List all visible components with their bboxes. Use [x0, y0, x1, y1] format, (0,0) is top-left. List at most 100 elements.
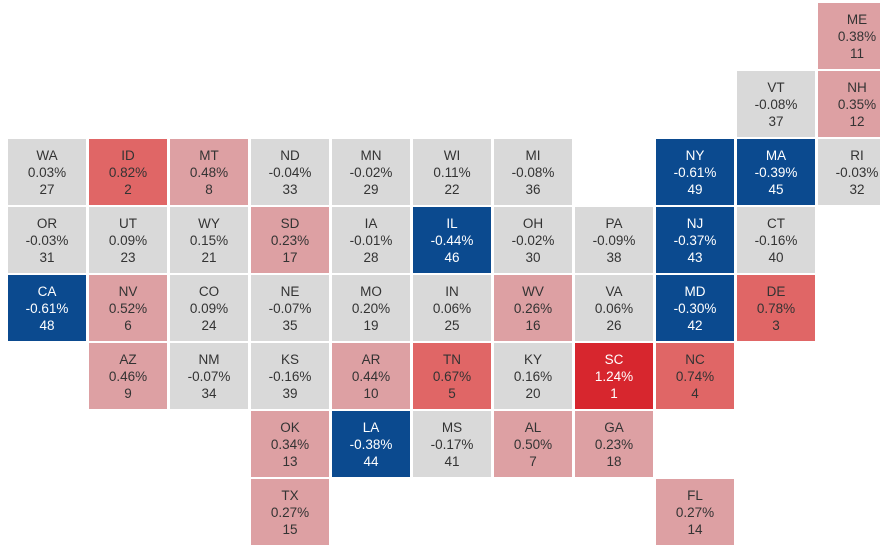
tile-change: 0.35%: [837, 96, 877, 112]
tile-state: KS: [280, 351, 299, 367]
tile-rank: 24: [201, 317, 217, 333]
tile-state: OK: [280, 419, 300, 435]
tile-rank: 27: [39, 181, 55, 197]
tile-change: -0.61%: [673, 164, 717, 180]
tile-rank: 25: [444, 317, 460, 333]
tile-state: SC: [604, 351, 624, 367]
tile-rank: 9: [124, 385, 132, 401]
tile-state: ND: [280, 147, 300, 163]
state-tile: LA -0.38% 44: [332, 411, 410, 477]
state-tile: MT 0.48% 8: [170, 139, 248, 205]
tile-rank: 18: [606, 453, 622, 469]
tile-change: 0.27%: [270, 504, 310, 520]
tile-state: MA: [765, 147, 787, 163]
state-tile: ND -0.04% 33: [251, 139, 329, 205]
tile-state: IA: [364, 215, 378, 231]
state-tile: ID 0.82% 2: [89, 139, 167, 205]
tile-rank: 7: [529, 453, 537, 469]
tile-rank: 5: [448, 385, 456, 401]
tile-rank: 19: [363, 317, 379, 333]
tile-state: AR: [361, 351, 381, 367]
tile-change: 0.09%: [189, 300, 229, 316]
tile-change: -0.16%: [754, 232, 798, 248]
tile-change: 0.27%: [675, 504, 715, 520]
state-tile: OR -0.03% 31: [8, 207, 86, 273]
tile-change: -0.30%: [673, 300, 717, 316]
tile-change: 0.16%: [513, 368, 553, 384]
tile-change: -0.44%: [430, 232, 474, 248]
state-tile: WV 0.26% 16: [494, 275, 572, 341]
tile-rank: 22: [444, 181, 460, 197]
state-tile: SC 1.24% 1: [575, 343, 653, 409]
tile-rank: 42: [687, 317, 703, 333]
tile-change: 0.06%: [432, 300, 472, 316]
state-tile: IN 0.06% 25: [413, 275, 491, 341]
tile-rank: 40: [768, 249, 784, 265]
tile-state: VA: [605, 283, 623, 299]
tile-rank: 48: [39, 317, 55, 333]
state-tile: OH -0.02% 30: [494, 207, 572, 273]
tile-state: OR: [36, 215, 58, 231]
tile-state: IN: [445, 283, 459, 299]
tile-change: 0.06%: [594, 300, 634, 316]
tile-change: 0.50%: [513, 436, 553, 452]
state-tile: NH 0.35% 12: [818, 71, 880, 137]
tile-change: -0.38%: [349, 436, 393, 452]
tile-state: MI: [525, 147, 541, 163]
state-tile: NE -0.07% 35: [251, 275, 329, 341]
tile-state: WV: [522, 283, 544, 299]
tile-state: CT: [767, 215, 785, 231]
tile-rank: 35: [282, 317, 298, 333]
state-tile: RI -0.03% 32: [818, 139, 880, 205]
state-tile: KY 0.16% 20: [494, 343, 572, 409]
tile-state: KY: [523, 351, 542, 367]
tile-state: NJ: [686, 215, 704, 231]
tile-rank: 43: [687, 249, 703, 265]
tile-rank: 10: [363, 385, 379, 401]
tile-rank: 34: [201, 385, 217, 401]
tile-state: NC: [685, 351, 705, 367]
tile-rank: 14: [687, 521, 703, 537]
state-tile: DE 0.78% 3: [737, 275, 815, 341]
state-tile: OK 0.34% 13: [251, 411, 329, 477]
tile-state: UT: [119, 215, 137, 231]
tile-state: AZ: [119, 351, 137, 367]
state-tile: KS -0.16% 39: [251, 343, 329, 409]
state-tile: GA 0.23% 18: [575, 411, 653, 477]
tile-change: 0.15%: [189, 232, 229, 248]
tile-rank: 23: [120, 249, 136, 265]
state-tile: NV 0.52% 6: [89, 275, 167, 341]
tile-rank: 11: [849, 45, 864, 61]
tile-state: WI: [443, 147, 461, 163]
tile-rank: 26: [606, 317, 622, 333]
tile-rank: 46: [444, 249, 460, 265]
tile-change: -0.61%: [25, 300, 69, 316]
tile-state: NH: [847, 79, 867, 95]
tile-change: 0.67%: [432, 368, 472, 384]
tile-state: ID: [121, 147, 135, 163]
tile-rank: 33: [282, 181, 298, 197]
tile-rank: 36: [525, 181, 541, 197]
tile-change: 0.23%: [270, 232, 310, 248]
tile-state: TN: [443, 351, 461, 367]
tile-change: -0.02%: [349, 164, 393, 180]
tile-state: NE: [280, 283, 300, 299]
state-tile: CT -0.16% 40: [737, 207, 815, 273]
tile-change: -0.39%: [754, 164, 798, 180]
tile-change: -0.08%: [754, 96, 798, 112]
tile-change: 0.34%: [270, 436, 310, 452]
tile-state: LA: [362, 419, 380, 435]
tile-rank: 28: [363, 249, 379, 265]
state-tile: WA 0.03% 27: [8, 139, 86, 205]
state-tile: VT -0.08% 37: [737, 71, 815, 137]
tile-state: TX: [281, 487, 299, 503]
tile-change: 0.46%: [108, 368, 148, 384]
state-tile: MS -0.17% 41: [413, 411, 491, 477]
tile-rank: 44: [363, 453, 379, 469]
tile-change: -0.08%: [511, 164, 555, 180]
tile-rank: 37: [768, 113, 784, 129]
tile-state: MD: [684, 283, 706, 299]
state-tile: MD -0.30% 42: [656, 275, 734, 341]
tile-change: 0.26%: [513, 300, 553, 316]
